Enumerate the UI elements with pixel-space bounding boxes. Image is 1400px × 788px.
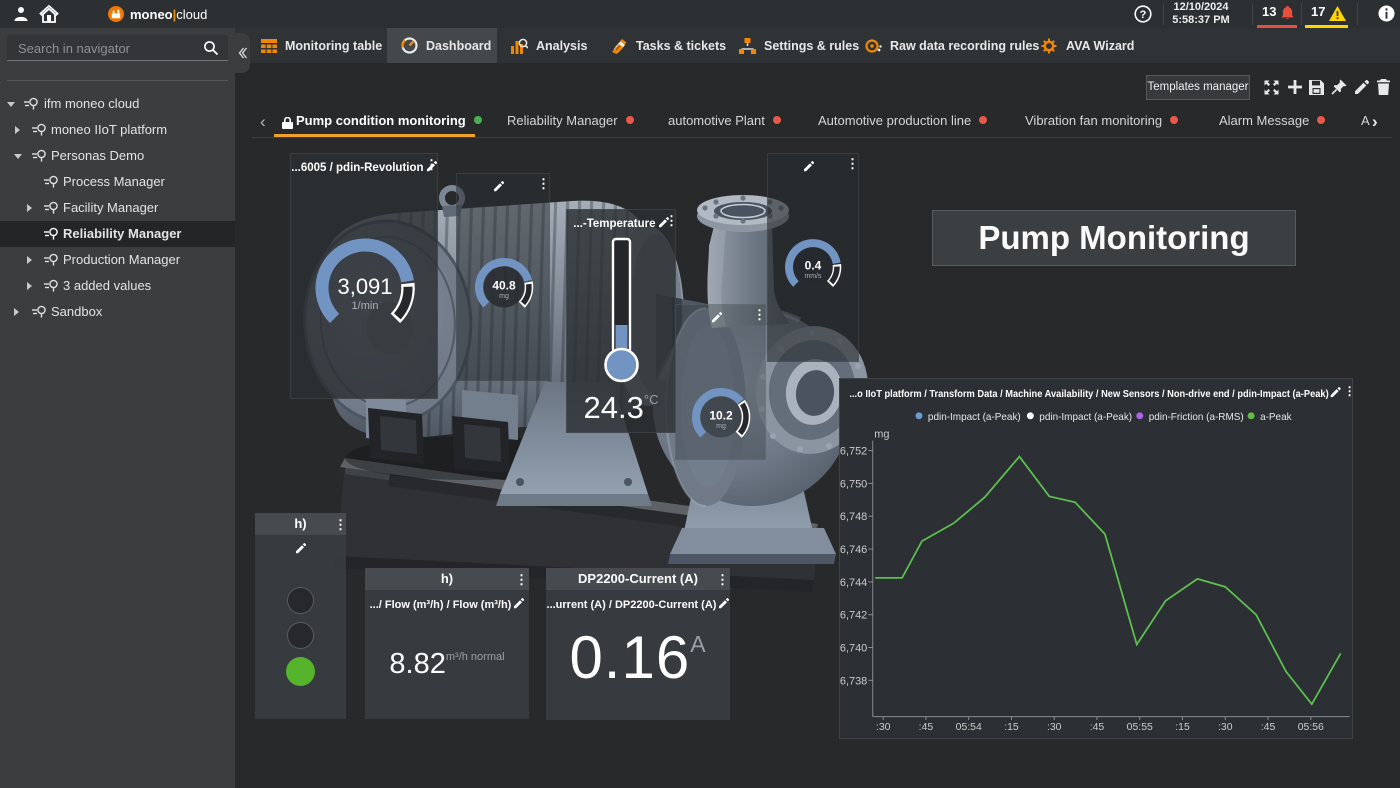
svg-text:05:55: 05:55 [1127, 722, 1153, 733]
svg-text::30: :30 [876, 722, 891, 733]
svg-text::30: :30 [1047, 722, 1062, 733]
svg-text:05:56: 05:56 [1298, 722, 1324, 733]
svg-text:6,740: 6,740 [840, 642, 867, 654]
svg-text:05:54: 05:54 [956, 722, 982, 733]
svg-text::45: :45 [1090, 722, 1105, 733]
svg-text:pdin-Impact (a-Peak): pdin-Impact (a-Peak) [1039, 412, 1132, 423]
svg-text:6,748: 6,748 [840, 511, 867, 523]
svg-text:?: ? [1140, 9, 1147, 21]
svg-text::30: :30 [1218, 722, 1233, 733]
svg-text:6,738: 6,738 [840, 675, 867, 687]
svg-text:3,091: 3,091 [337, 274, 392, 299]
svg-text:mg: mg [499, 293, 509, 300]
svg-text:mg: mg [716, 423, 726, 430]
svg-text::15: :15 [1004, 722, 1019, 733]
svg-text::15: :15 [1175, 722, 1190, 733]
svg-text:mm/s: mm/s [804, 273, 822, 280]
svg-text::45: :45 [1261, 722, 1276, 733]
svg-text:⋮: ⋮ [1344, 384, 1353, 398]
svg-text:...o IIoT platform / Transform: ...o IIoT platform / Transform Data / Ma… [849, 389, 1328, 400]
svg-text:6,750: 6,750 [840, 478, 867, 490]
svg-text:pdin-Impact (a-Peak): pdin-Impact (a-Peak) [928, 412, 1021, 423]
svg-text:6,746: 6,746 [840, 544, 867, 556]
svg-text:40.8: 40.8 [492, 279, 516, 293]
svg-text:1/min: 1/min [352, 300, 379, 312]
svg-text:10.2: 10.2 [709, 409, 733, 423]
svg-text:6,744: 6,744 [840, 577, 867, 589]
svg-text:mg: mg [874, 429, 889, 441]
svg-text:6,752: 6,752 [840, 446, 867, 458]
svg-text:a-Peak: a-Peak [1260, 412, 1292, 423]
svg-text:0.4: 0.4 [805, 259, 822, 273]
svg-text:pdin-Friction (a-RMS): pdin-Friction (a-RMS) [1149, 412, 1244, 423]
svg-text::45: :45 [919, 722, 934, 733]
svg-text:6,742: 6,742 [840, 610, 867, 622]
